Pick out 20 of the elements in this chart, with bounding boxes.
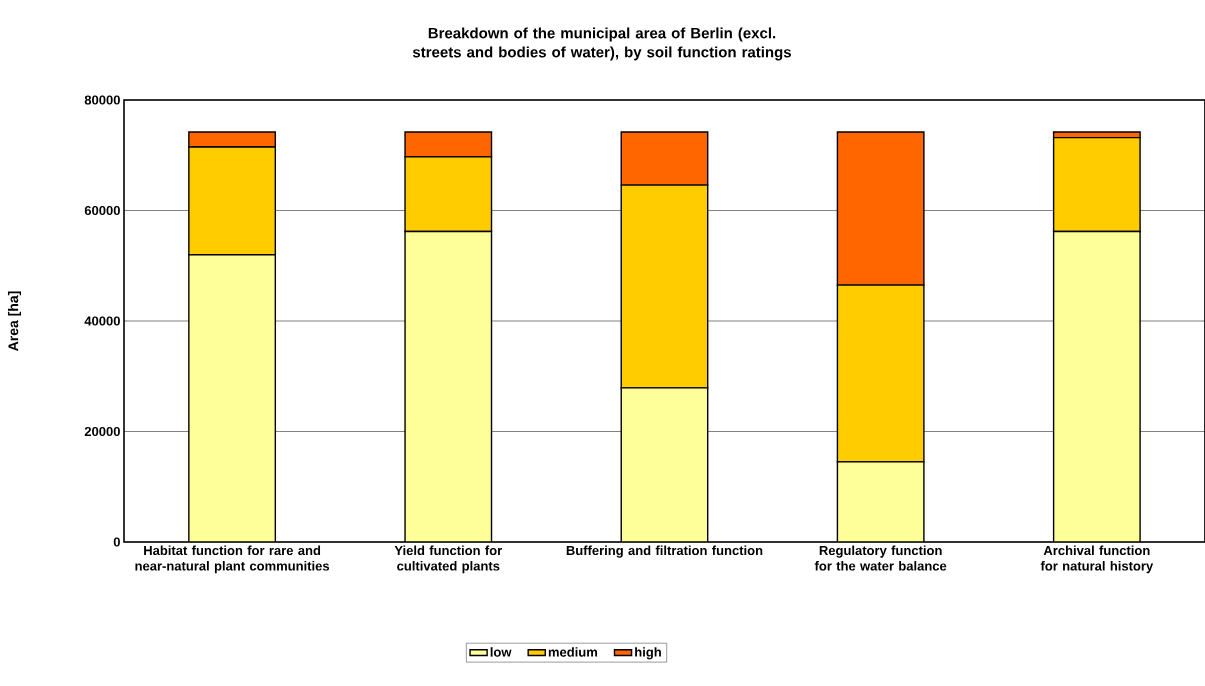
y-tick-label: 40000 — [84, 316, 120, 326]
y-axis-title: Area [ha] — [7, 291, 22, 351]
y-tick-label: 20000 — [84, 426, 120, 437]
bar — [1052, 230, 1141, 542]
y-tick-label: 60000 — [84, 205, 120, 216]
legend-label: medium — [548, 647, 597, 657]
legend-label: high — [635, 647, 661, 660]
bar — [836, 461, 925, 542]
bar — [188, 254, 277, 542]
chart-title: Breakdown of the municipal area of Berlin (excl. streets and bodies of water), by soil function ratings — [412, 27, 791, 61]
y-tick-label: 0 — [113, 537, 120, 547]
x-tick-label: Habitat function for rare and near-natural plant communities — [135, 545, 330, 574]
x-tick-label: Buffering and filtration function — [566, 545, 763, 558]
bar — [404, 230, 493, 542]
x-tick-label: Regulatory function for the water balance — [814, 545, 947, 571]
legend-label: low — [490, 647, 512, 657]
x-tick-label: Archival function for natural history — [1040, 545, 1154, 574]
x-tick-label: Yield function for cultivated plants — [394, 545, 503, 574]
bar — [620, 387, 709, 542]
y-tick-label: 80000 — [84, 95, 120, 105]
